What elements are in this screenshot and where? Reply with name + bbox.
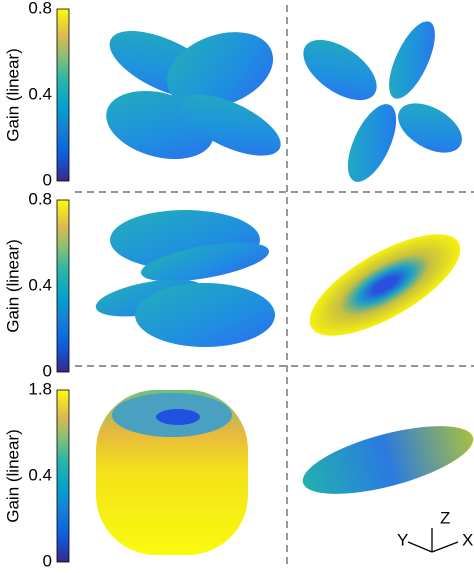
pattern-2a [95,210,275,347]
colorbar-label: Gain (linear) [3,48,22,142]
colorbar-tick-label: 0.8 [28,189,52,208]
pattern-2b [309,234,461,336]
colorbar-tick-label: 0 [43,170,52,189]
colorbar-tick-label: 0.4 [28,84,52,103]
colorbar-tick-label: 0 [43,551,52,568]
colorbar-label: Gain (linear) [3,429,22,523]
pattern-1b [303,21,462,182]
colorbar [56,199,70,373]
pattern-3a [96,390,248,555]
colorbar-tick-label: 1.8 [28,379,52,398]
colorbar-label: Gain (linear) [3,239,22,333]
pattern-1a [106,30,281,160]
axes-triad [407,528,459,553]
colorbar [56,8,70,182]
axis-label: X [462,530,473,549]
dividers [75,5,474,568]
axis-label: Y [397,530,408,549]
colorbar-tick-label: 0 [43,361,52,380]
pattern-3b [302,426,474,494]
colorbar-tick-label: 0.8 [28,0,52,17]
colorbar [56,389,70,563]
colorbar-tick-label: 0.4 [28,275,52,294]
axis-label: Z [440,508,450,527]
colorbar-tick-label: 0.4 [28,465,52,484]
